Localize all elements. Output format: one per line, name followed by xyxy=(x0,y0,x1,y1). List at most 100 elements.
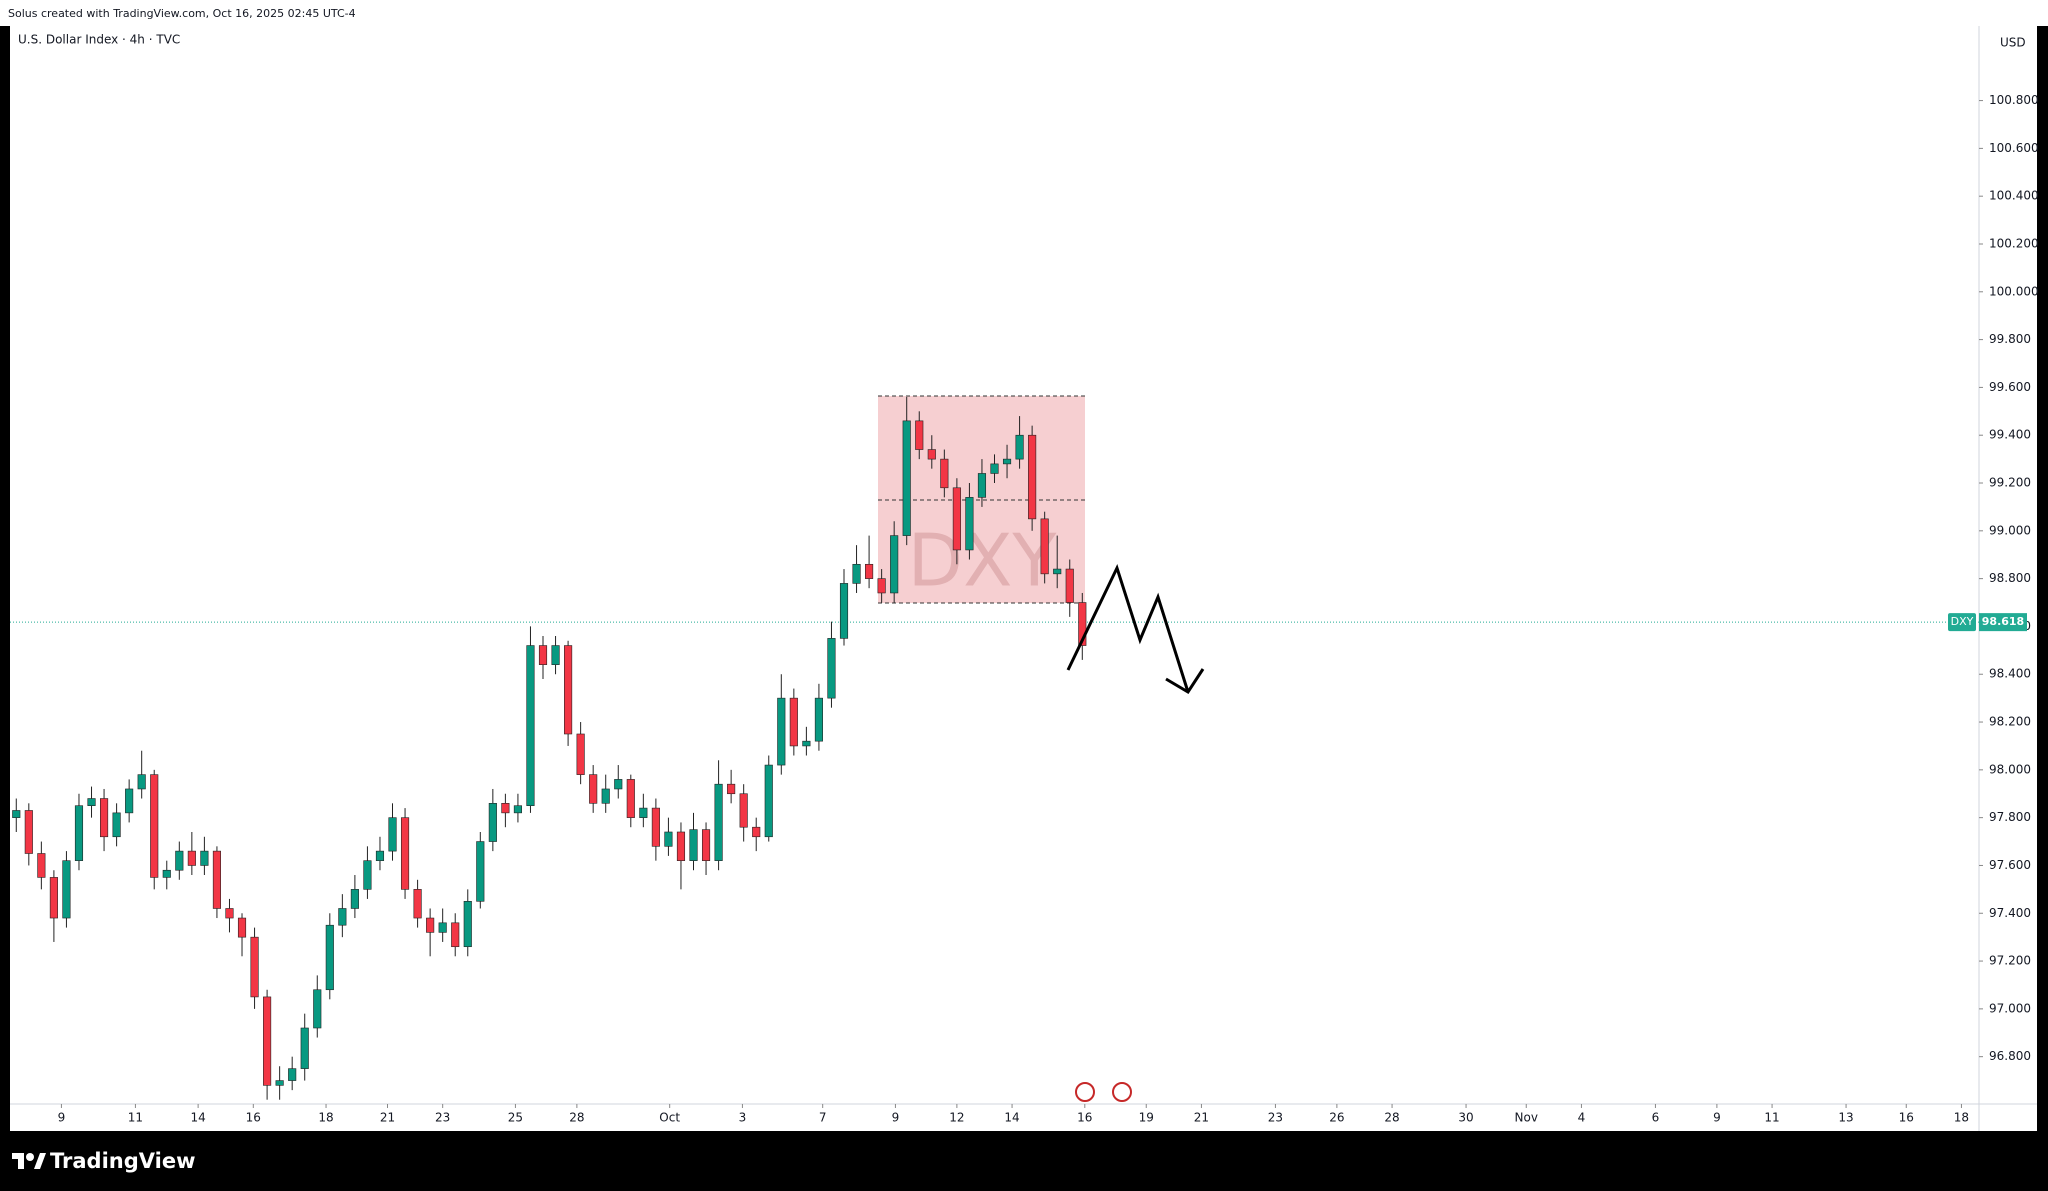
x-tick-label: 11 xyxy=(128,1111,143,1125)
x-tick-label: 11 xyxy=(1764,1111,1779,1125)
x-tick-label: 21 xyxy=(380,1111,395,1125)
x-tick-label: 14 xyxy=(190,1111,205,1125)
y-tick-label: 100.400 xyxy=(1989,189,2039,203)
candle-body xyxy=(225,908,234,919)
candle-body xyxy=(614,779,623,790)
candle-body xyxy=(1028,434,1037,520)
candle-body xyxy=(125,788,134,814)
candle-body xyxy=(112,812,121,838)
y-tick-label: 100.000 xyxy=(1989,284,2039,298)
x-tick-label: 12 xyxy=(949,1111,964,1125)
symbol-label: DXY xyxy=(1951,615,1974,628)
candle-body xyxy=(24,810,33,854)
x-tick-label: 4 xyxy=(1578,1111,1586,1125)
footer-bar xyxy=(0,1131,2048,1191)
candle-body xyxy=(325,924,334,991)
candle-body xyxy=(852,563,861,584)
candle-body xyxy=(814,697,823,742)
candle-body xyxy=(137,774,146,790)
x-tick-label: 13 xyxy=(1838,1111,1853,1125)
candle-body xyxy=(438,922,447,933)
candle-body xyxy=(1078,602,1087,646)
candle-body xyxy=(237,917,247,938)
x-tick-label: 9 xyxy=(892,1111,900,1125)
candle-body xyxy=(275,1080,284,1086)
candle-body xyxy=(263,996,272,1086)
candle-body xyxy=(363,860,372,890)
candle-body xyxy=(187,850,196,866)
x-tick-label: 18 xyxy=(318,1111,333,1125)
candle-body xyxy=(877,578,886,594)
candle-body xyxy=(426,917,435,933)
candle-body xyxy=(890,535,899,594)
candle-body xyxy=(651,807,660,847)
x-tick-label: 23 xyxy=(1268,1111,1283,1125)
candle-body xyxy=(764,764,773,838)
candle-body xyxy=(388,817,397,852)
symbol-tag xyxy=(1948,613,1976,632)
x-tick-label: Oct xyxy=(659,1111,680,1125)
x-tick-label: 16 xyxy=(1899,1111,1914,1125)
x-tick-label: 14 xyxy=(1004,1111,1019,1125)
candle-body xyxy=(200,850,209,866)
x-tick-label: 7 xyxy=(819,1111,827,1125)
projection-path xyxy=(1066,563,1190,693)
y-tick-label: 97.000 xyxy=(1989,1001,2031,1015)
candle-body xyxy=(576,733,585,775)
candle-body xyxy=(250,936,259,998)
candle-body xyxy=(350,889,359,909)
candle-body xyxy=(538,645,548,665)
x-tick-label: 23 xyxy=(435,1111,450,1125)
x-tick-label: 19 xyxy=(1139,1111,1154,1125)
y-tick-label: 98.400 xyxy=(1989,667,2031,681)
projection-arrowhead xyxy=(1165,668,1205,695)
watermark: DXY xyxy=(908,519,1058,603)
x-tick-label: 28 xyxy=(1384,1111,1399,1125)
candle-body xyxy=(288,1068,297,1081)
candle-body xyxy=(1065,568,1074,603)
candle-body xyxy=(338,908,347,926)
y-tick-label: 96.800 xyxy=(1989,1049,2031,1063)
candle-body xyxy=(451,922,460,948)
candle-body xyxy=(990,463,999,474)
y-tick-label: 97.600 xyxy=(1989,858,2031,872)
credit: Solus created with TradingView.com, Oct … xyxy=(8,7,356,20)
x-tick-label: 9 xyxy=(58,1111,66,1125)
x-tick-label: 9 xyxy=(1713,1111,1721,1125)
candle-body xyxy=(49,877,58,919)
y-tick-label: 97.400 xyxy=(1989,906,2031,920)
candle-body xyxy=(513,805,522,814)
x-tick-label: 30 xyxy=(1458,1111,1473,1125)
y-tick-label: 100.800 xyxy=(1989,93,2039,107)
price-label: 98.618 xyxy=(1982,615,2024,628)
candle-body xyxy=(1002,458,1012,465)
y-tick-label: 99.800 xyxy=(1989,332,2031,346)
currency: USD xyxy=(2000,36,2026,50)
candle-body xyxy=(413,889,422,919)
y-tick-label: 100.600 xyxy=(1989,141,2039,155)
y-tick-label: 99.200 xyxy=(1989,476,2031,490)
candle-body xyxy=(676,831,686,861)
y-tick-label: 99.400 xyxy=(1989,428,2031,442)
y-tick-label: 97.800 xyxy=(1989,810,2031,824)
x-tick-label: 6 xyxy=(1652,1111,1660,1125)
candle-body xyxy=(727,783,736,795)
y-tick-label: 99.600 xyxy=(1989,380,2031,394)
candles xyxy=(12,396,1087,1100)
candle-body xyxy=(150,774,159,878)
candle-body xyxy=(488,803,497,842)
candle-body xyxy=(752,826,761,838)
candle-body xyxy=(62,860,71,919)
event-icons xyxy=(1075,1082,1132,1102)
candle-body xyxy=(212,850,221,909)
candle-body xyxy=(664,831,673,847)
candle-body xyxy=(162,869,171,878)
event-icon[interactable] xyxy=(1112,1082,1132,1102)
candle-body xyxy=(1015,434,1024,460)
candle-body xyxy=(827,638,836,699)
event-icon[interactable] xyxy=(1075,1082,1095,1102)
plot: 96.800 97.000 97.200 97.400 97.600 97.800 98.0… xyxy=(10,93,2039,1125)
x-tick-label: 16 xyxy=(246,1111,261,1125)
candle-body xyxy=(313,989,322,1029)
candle-body xyxy=(400,817,410,890)
